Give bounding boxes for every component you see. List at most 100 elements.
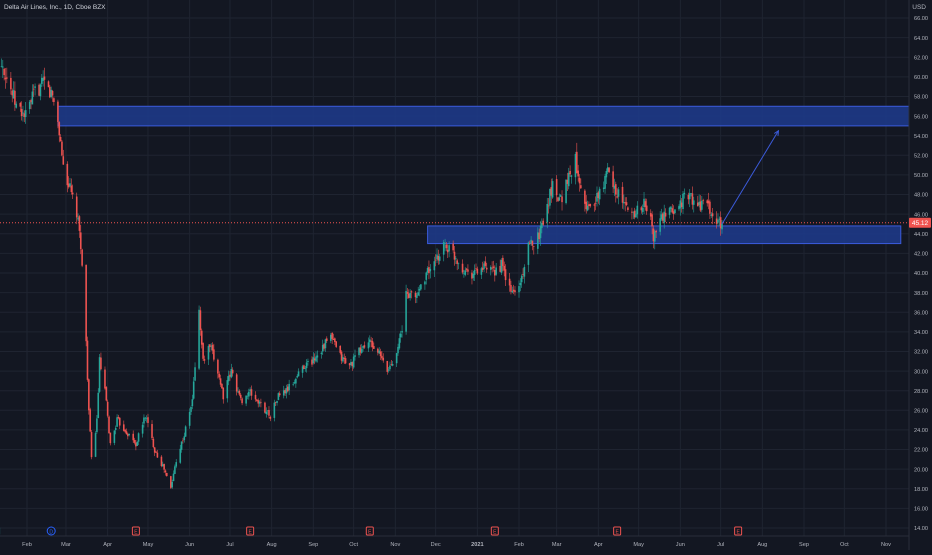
candle-body [133, 439, 136, 443]
x-tick-label: Feb [514, 542, 524, 548]
candle-body [39, 84, 42, 97]
candle-body [373, 346, 375, 349]
candle-body [49, 86, 51, 98]
candle-body [523, 266, 526, 277]
candle-body [118, 417, 121, 426]
candle-body [282, 390, 285, 396]
candle-body [269, 416, 272, 419]
candle-body [342, 357, 344, 362]
x-tick-label: Jul [717, 542, 724, 548]
y-tick-label: 40.00 [914, 271, 928, 277]
candle-body [606, 167, 609, 172]
candle-body [633, 210, 636, 218]
y-tick-label: 58.00 [914, 95, 928, 101]
candle-body [180, 441, 183, 450]
candle-body [424, 281, 426, 285]
candle-body [645, 205, 648, 212]
candle-body [352, 356, 355, 368]
candle-body [617, 189, 620, 197]
y-tick-label: 38.00 [914, 291, 928, 297]
candle-body [537, 232, 539, 249]
candle-body [77, 217, 79, 220]
candle-body [62, 156, 65, 165]
candle-body [586, 205, 589, 211]
candle-body [651, 214, 653, 227]
candle-body [194, 367, 196, 381]
candle-body [596, 193, 598, 202]
candle-body [367, 342, 370, 349]
candle-body [30, 100, 32, 103]
earnings-marker[interactable] [246, 526, 255, 536]
candle-body [200, 330, 203, 345]
candle-body [721, 223, 723, 230]
candle-body [254, 394, 257, 400]
candle-body [589, 203, 592, 207]
candle-body [434, 259, 437, 261]
candle-body [209, 344, 211, 348]
y-tick-label: 30.00 [914, 369, 928, 375]
candle-body [330, 334, 332, 341]
candle-body [127, 433, 129, 437]
candle-body [508, 278, 511, 286]
candle-body [163, 463, 165, 470]
candle-body [699, 201, 702, 211]
candle-body [258, 401, 261, 404]
dividend-marker[interactable] [46, 526, 56, 536]
candle-body [42, 77, 44, 81]
candle-body [348, 363, 351, 366]
candle-body [683, 192, 686, 195]
projection-arrow[interactable] [721, 129, 780, 225]
candle-body [0, 66, 3, 67]
candle-body [96, 418, 98, 433]
candle-body [452, 243, 454, 251]
candle-body [6, 77, 8, 79]
candle-body [11, 90, 14, 96]
candle-body [354, 355, 356, 357]
candle-body [160, 456, 163, 467]
candle-body [237, 391, 239, 393]
candle-body [151, 424, 153, 439]
candle-body [410, 291, 413, 293]
candle-body [438, 256, 441, 261]
earnings-marker-symbol: E [736, 529, 740, 535]
candle-body [249, 389, 251, 392]
candle-body [108, 416, 110, 434]
y-tick-label: 64.00 [914, 36, 928, 42]
candle-body [211, 344, 214, 351]
price-axis[interactable]: 14.00 16.00 18.00 20.00 22.00 24.00 26.00 28.00… [914, 16, 928, 532]
time-axis[interactable]: Feb Mar Apr May Jun Jul Aug Sep Oct Nov Dec 2021 Feb… [22, 542, 891, 548]
earnings-marker[interactable] [613, 526, 622, 536]
candle-body [301, 366, 304, 373]
candle-body [679, 200, 682, 209]
current-price-label-text: 45.12 [912, 220, 929, 227]
candle-body [387, 369, 390, 371]
earnings-marker[interactable] [490, 526, 499, 536]
candle-body [320, 352, 323, 355]
candle-body [335, 341, 337, 347]
y-tick-label: 18.00 [914, 487, 928, 493]
candle-body [715, 218, 718, 224]
candle-body [455, 258, 457, 260]
candle-body [585, 201, 588, 210]
earnings-marker[interactable] [734, 526, 743, 536]
candle-body [541, 222, 543, 229]
candle-body [340, 351, 343, 361]
candle-body [210, 346, 212, 348]
demand-zone[interactable] [427, 225, 902, 245]
candle-body [382, 357, 385, 361]
earnings-marker[interactable] [131, 526, 140, 536]
candle-body [43, 76, 46, 80]
x-tick-label: May [633, 542, 644, 548]
candle-body [85, 264, 87, 342]
candle-body [350, 361, 352, 366]
supply-zone[interactable] [57, 105, 910, 127]
candle-body [444, 243, 446, 244]
earnings-marker[interactable] [365, 526, 374, 536]
vertical-grid [26, 0, 887, 536]
candle-body [687, 194, 690, 200]
candle-body [405, 290, 407, 332]
candle-body [528, 243, 531, 245]
candle-body [88, 379, 90, 411]
